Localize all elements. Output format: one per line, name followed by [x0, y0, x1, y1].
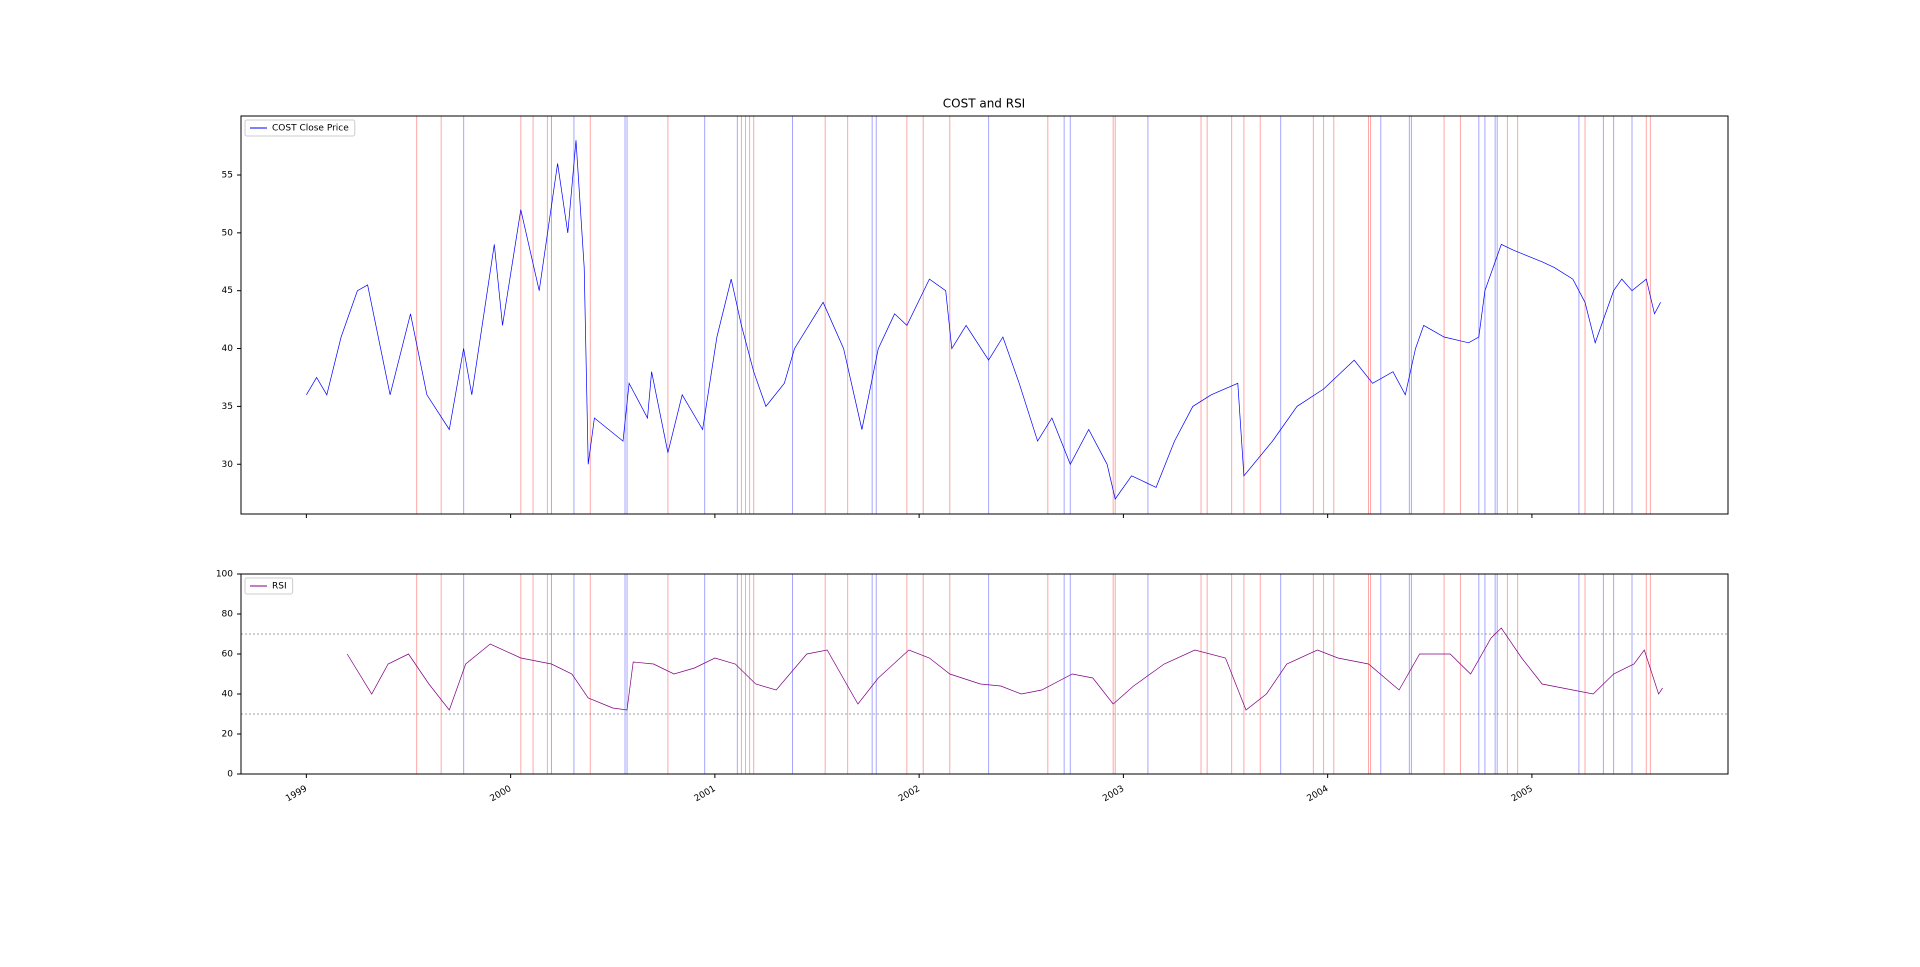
y-tick-label: 40 — [222, 690, 234, 700]
x-tick-label: 2002 — [897, 784, 922, 804]
y-tick-label: 60 — [222, 650, 234, 660]
y-tick-label: 0 — [227, 770, 233, 780]
plot-frame — [240, 573, 1729, 775]
legend: COST Close Price — [244, 119, 356, 137]
y-tick-label: 55 — [222, 171, 233, 181]
y-tick-label: 100 — [216, 570, 233, 580]
series-line — [346, 627, 1663, 711]
chart-title: COST and RSI — [943, 97, 1025, 111]
legend-box — [244, 119, 356, 137]
y-tick-label: 30 — [222, 460, 234, 470]
y-tick-label: 80 — [222, 610, 234, 620]
x-tick-label: 2001 — [693, 784, 718, 804]
plot-frame — [240, 115, 1729, 515]
x-tick-label: 2004 — [1306, 784, 1331, 804]
legend-box — [244, 577, 294, 595]
y-tick-label: 20 — [222, 730, 234, 740]
y-tick-label: 45 — [222, 286, 233, 296]
y-tick-label: 40 — [222, 344, 234, 354]
x-tick-label: 2005 — [1510, 784, 1535, 804]
series-line — [306, 140, 1661, 500]
x-tick-label: 2003 — [1101, 784, 1126, 804]
x-tick-label: 2000 — [489, 784, 514, 804]
y-tick-label: 50 — [222, 228, 234, 238]
x-tick-label: 1999 — [284, 784, 309, 804]
y-tick-label: 35 — [222, 402, 233, 412]
legend-label: RSI — [272, 582, 287, 592]
legend: RSI — [244, 577, 294, 595]
legend-label: COST Close Price — [272, 124, 349, 134]
